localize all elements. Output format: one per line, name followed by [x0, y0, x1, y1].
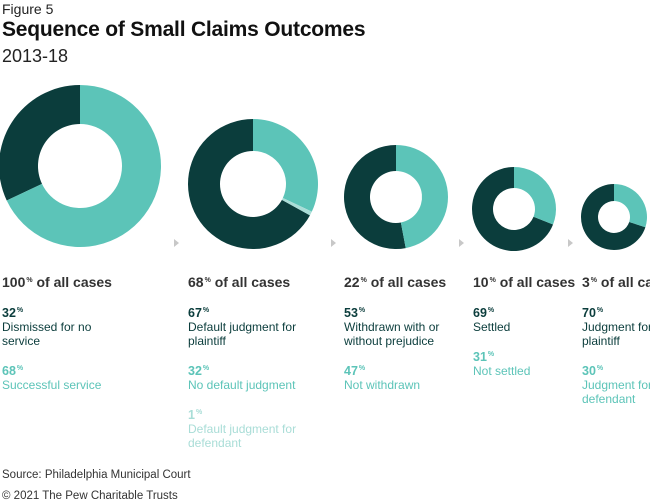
- outcome-label: Settled: [473, 320, 511, 334]
- stage-2-outcome-3: 1% Default judgment for defendant: [188, 406, 338, 451]
- outcome-percent: 47%: [344, 364, 366, 378]
- outcome-percent: 32%: [2, 306, 24, 320]
- outcome-percent: 53%: [344, 306, 366, 320]
- outcome-percent: 70%: [582, 306, 604, 320]
- stage-1-column: 100% of all cases 32% Dismissed for no ser…: [2, 274, 152, 392]
- donut-5-slice-dark: [581, 184, 646, 250]
- donut-2-slice-light: [281, 198, 312, 216]
- donut-5-slice-teal: [614, 184, 647, 228]
- outcome-percent: 31%: [473, 350, 495, 364]
- stage-5-column: 3% of all cases 70%Judgment for plaintiff…: [582, 274, 650, 406]
- stage-1-outcome-2: 68% Successful service: [2, 362, 152, 393]
- outcome-label: Judgment for defendant: [582, 378, 650, 406]
- copyright-note: © 2021 The Pew Charitable Trusts: [2, 490, 178, 502]
- donut-2-slice-teal: [253, 119, 318, 212]
- outcome-percent: 1%: [188, 408, 203, 422]
- stage-5-share-label: 3% of all cases: [582, 274, 650, 290]
- donut-2-slice-dark: [188, 119, 310, 250]
- outcome-label: Successful service: [2, 378, 102, 392]
- outcome-percent: 32%: [188, 364, 210, 378]
- flow-arrow-icon-4: [568, 239, 573, 247]
- outcome-label: Judgment for plaintiff: [582, 320, 650, 348]
- donut-1-slice-teal: [6, 85, 161, 247]
- stage-1-outcome-1: 32% Dismissed for no service: [2, 304, 152, 349]
- outcome-label: Default judgment for plaintiff: [188, 320, 297, 348]
- stage-3-outcome-2: 47% Not withdrawn: [344, 362, 494, 393]
- flow-arrow-icon-1: [174, 239, 179, 247]
- outcome-percent: 30%: [582, 364, 604, 378]
- donut-1-slice-dark: [0, 85, 80, 201]
- chart-subtitle: 2013-18: [2, 46, 69, 66]
- stage-4-column: 10% of all cases 69% Settled 31% Not settled: [473, 274, 623, 378]
- stage-5-outcome-2: 30% Judgment for defendant: [582, 362, 650, 407]
- stage-2-outcome-2: 32% No default judgment: [188, 362, 338, 393]
- outcome-percent: 69%: [473, 306, 495, 320]
- outcome-percent: 68%: [2, 364, 24, 378]
- outcome-percent: 67%: [188, 306, 210, 320]
- source-note: Source: Philadelphia Municipal Court: [2, 469, 191, 481]
- stage-1-share-label: 100% of all cases: [2, 274, 112, 290]
- stage-2-share-label: 68% of all cases: [188, 274, 291, 290]
- stage-3-outcome-1: 53% Withdrawn with or without prejudice: [344, 304, 494, 349]
- outcome-label: Not settled: [473, 364, 531, 378]
- flow-arrow-icon-2: [331, 239, 336, 247]
- stage-2-outcome-1: 67% Default judgment for plaintiff: [188, 304, 338, 349]
- stage-3-share-label: 22% of all cases: [344, 274, 447, 290]
- stage-3-column: 22% of all cases 53% Withdrawn with or wit…: [344, 274, 494, 392]
- donut-3-slice-teal: [396, 144, 449, 249]
- figure-label: Figure 5: [2, 1, 54, 17]
- outcome-label: Dismissed for no service: [2, 320, 92, 348]
- stage-4-outcome-2: 31% Not settled: [473, 348, 623, 379]
- stage-5-outcome-1: 70% Judgment for plaintiff: [582, 304, 650, 349]
- flow-arrow-icon-3: [459, 239, 464, 247]
- outcome-label: Withdrawn with or without prejudice: [344, 320, 440, 348]
- outcome-label: Not withdrawn: [344, 378, 421, 392]
- outcome-label: Default judgment for defendant: [188, 422, 297, 450]
- donut-4-slice-dark: [472, 167, 554, 251]
- donut-3-slice-dark: [344, 145, 406, 249]
- donut-4-slice-teal: [514, 167, 556, 225]
- chart-title: Sequence of Small Claims Outcomes: [2, 18, 366, 41]
- stage-4-outcome-1: 69% Settled: [473, 304, 623, 335]
- outcome-label: No default judgment: [188, 378, 296, 392]
- stage-2-column: 68% of all cases 67% Default judgment for …: [188, 274, 338, 450]
- stage-4-share-label: 10% of all cases: [473, 274, 576, 290]
